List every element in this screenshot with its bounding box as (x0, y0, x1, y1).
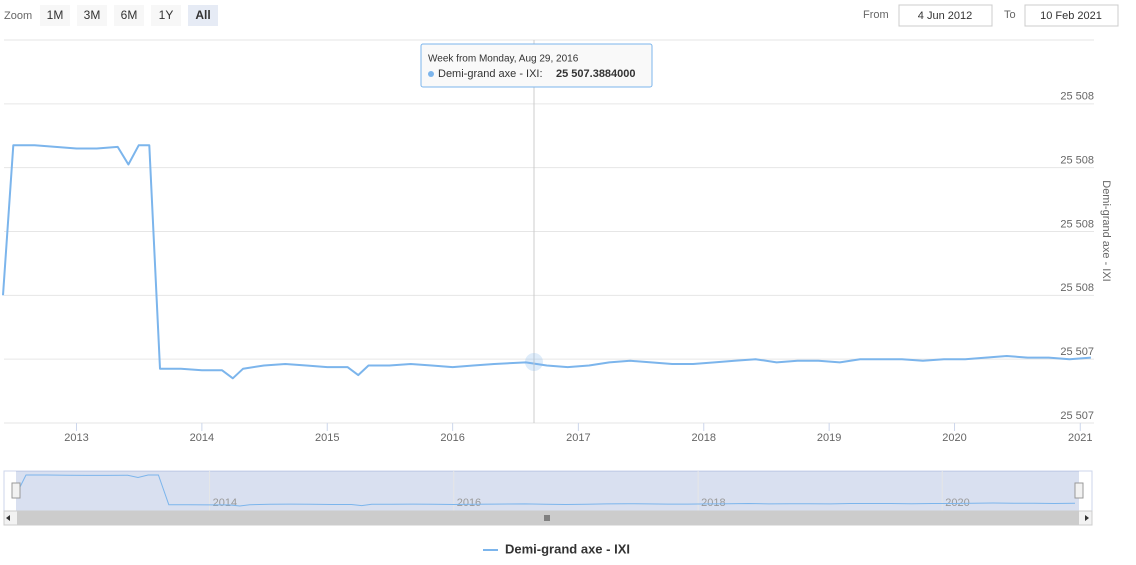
tooltip-series: Demi-grand axe - IXI: (438, 68, 543, 80)
navigator-line (15, 474, 1076, 507)
zoom-button[interactable]: All (188, 5, 218, 26)
x-tick-label: 2013 (64, 432, 88, 444)
y-tick-label: 25 507 (1060, 410, 1094, 422)
legend-label: Demi-grand axe - IXI (505, 541, 630, 556)
y-tick-label: 25 507 (1060, 346, 1094, 358)
legend-item[interactable]: Demi-grand axe - IXI (483, 541, 630, 556)
zoom-button-bg (40, 5, 70, 26)
tooltip-value: 25 507.3884000 (556, 68, 636, 80)
x-tick-label: 2019 (817, 432, 841, 444)
series-line (2, 144, 1091, 380)
zoom-button[interactable]: 6M (114, 5, 144, 26)
scroll-grip (544, 515, 550, 521)
from-value: 4 Jun 2012 (918, 10, 972, 22)
x-tick-label: 2016 (440, 432, 464, 444)
zoom-button-label: All (195, 8, 210, 22)
scroll-right[interactable] (1085, 515, 1089, 521)
y-tick-label: 25 508 (1060, 218, 1094, 230)
zoom-button[interactable]: 3M (77, 5, 107, 26)
zoom-button-label: 1M (47, 8, 64, 22)
to-label: To (1004, 9, 1016, 21)
navigator-tick-label: 2020 (945, 497, 969, 509)
zoom-button[interactable]: 1M (40, 5, 70, 26)
x-tick-label: 2021 (1068, 432, 1092, 444)
scrollbar-thumb[interactable] (17, 511, 1079, 525)
navigator-tick-label: 2016 (457, 497, 481, 509)
zoom-button-label: 3M (84, 8, 101, 22)
y-tick-label: 25 508 (1060, 155, 1094, 167)
x-tick-label: 2015 (315, 432, 339, 444)
tooltip-header: Week from Monday, Aug 29, 2016 (428, 54, 579, 65)
zoom-button-label: 6M (121, 8, 138, 22)
y-tick-label: 25 508 (1060, 282, 1094, 294)
zoom-button-bg (114, 5, 144, 26)
to-input[interactable] (1024, 4, 1119, 27)
hover-halo (525, 353, 543, 371)
tooltip-dot (428, 71, 434, 77)
tooltip: Week from Monday, Aug 29, 2016 Demi-gran… (420, 43, 653, 88)
navigator-tick-label: 2014 (213, 497, 237, 509)
zoom-button-bg (77, 5, 107, 26)
to-value: 10 Feb 2021 (1040, 10, 1102, 22)
zoom-label: Zoom (4, 10, 32, 22)
scroll-left[interactable] (6, 515, 10, 521)
zoom-button-bg (188, 5, 218, 26)
x-tick-label: 2018 (692, 432, 716, 444)
navigator-tick-label: 2018 (701, 497, 725, 509)
from-input[interactable] (898, 4, 993, 27)
x-tick-label: 2014 (190, 432, 214, 444)
x-tick-label: 2017 (566, 432, 590, 444)
x-tick-label: 2020 (942, 432, 966, 444)
zoom-button-label: 1Y (159, 8, 174, 22)
tooltip-box (420, 43, 653, 88)
navigator-handle[interactable] (11, 482, 21, 499)
y-axis-title: Demi-grand axe - IXI (1100, 180, 1112, 281)
zoom-button[interactable]: 1Y (151, 5, 181, 26)
from-label: From (863, 9, 889, 21)
y-tick-label: 25 508 (1060, 91, 1094, 103)
navigator-handle[interactable] (1074, 482, 1084, 499)
zoom-button-bg (151, 5, 181, 26)
